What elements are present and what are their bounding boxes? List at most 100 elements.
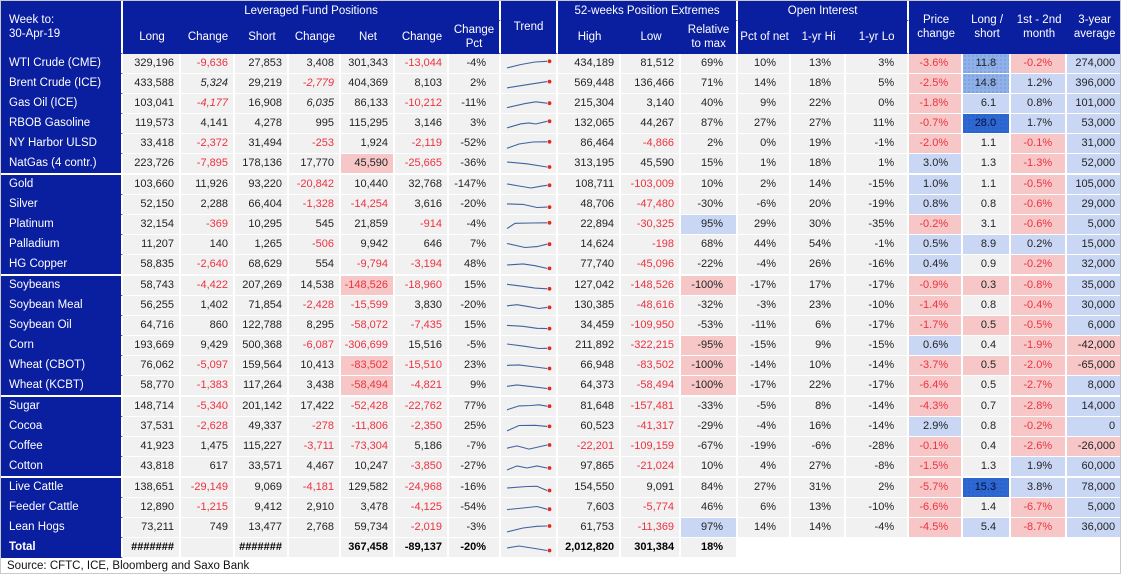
cell-trend [501, 154, 559, 175]
cell-net: -83,502 [341, 356, 395, 376]
cell-long: 33,418 [123, 134, 181, 154]
cell-first-second-month: -0.6% [1011, 195, 1068, 215]
cell-short: 115,227 [235, 437, 289, 457]
cell-long-change: -2,628 [181, 417, 235, 437]
cell-first-second-month: -8.7% [1011, 518, 1068, 538]
cell-long: 64,716 [123, 316, 181, 336]
cell-long: 433,588 [123, 74, 181, 94]
cell-1yr-lo: -10% [846, 498, 910, 518]
table-body: WTI Crude (CME) 329,196 -9,636 27,853 3,408 3… [1, 54, 1120, 558]
cell-short-change: -278 [289, 417, 341, 437]
cell-low: -148,526 [621, 276, 682, 296]
cell-short: 117,264 [235, 376, 289, 397]
cell-3yr-average: 15,000 [1067, 235, 1120, 255]
cell-change-pct: 15% [449, 276, 502, 296]
cell-relative-to-max: -29% [681, 417, 739, 437]
cell-net: 301,343 [341, 54, 395, 74]
cell-price-change: -3.7% [909, 356, 964, 376]
cell-3yr-average: -42,000 [1067, 336, 1120, 356]
cell-3yr-average: 52,000 [1067, 154, 1120, 175]
cell-low: -58,494 [621, 376, 682, 397]
cell-1yr-hi: 27% [791, 457, 847, 478]
cell-relative-to-max: -33% [681, 397, 739, 417]
trend-sparkline [506, 303, 551, 309]
trend-end-dot [547, 100, 551, 105]
cell-3yr-average: 30,000 [1067, 296, 1120, 316]
cell-long: 76,062 [123, 356, 181, 376]
trend-end-dot [547, 305, 551, 309]
cell-net-change: -7,435 [395, 316, 449, 336]
cell-net-change: -13,044 [395, 54, 449, 74]
cell-short: 16,908 [235, 94, 289, 114]
trend-end-dot [547, 326, 551, 330]
col-header-low: Low [621, 21, 682, 54]
cell-3yr-average: 35,000 [1067, 276, 1120, 296]
cell-high: 154,550 [558, 478, 622, 498]
table-row-soybean-meal: Soybean Meal 56,255 1,402 71,854 -2,428 -15,5… [1, 296, 1120, 316]
week-date: 30-Apr-19 [9, 28, 61, 40]
cell-high: 313,195 [558, 154, 622, 175]
cell-change-pct: -11% [449, 94, 502, 114]
cell-low: 3,140 [621, 94, 682, 114]
cell-short-change [289, 538, 341, 558]
cell-long-short [963, 538, 1012, 558]
cell-pct-of-net: -17% [738, 276, 792, 296]
cell-trend [501, 94, 559, 114]
col-header-long: Long [123, 21, 181, 54]
cell-change-pct: 9% [449, 376, 502, 397]
cell-long-change: 1,402 [181, 296, 235, 316]
cell-long: 223,726 [123, 154, 181, 175]
week-label: Week to: [9, 14, 55, 26]
cell-short-change: -3,711 [289, 437, 341, 457]
cell-long-change: 2,288 [181, 195, 235, 215]
cell-1yr-hi: 14% [791, 175, 847, 195]
cell-short: 178,136 [235, 154, 289, 175]
cell-net-change: -914 [395, 215, 449, 235]
trend-end-dot [547, 118, 551, 123]
cell-high: 34,459 [558, 316, 622, 336]
cell-low: -322,215 [621, 336, 682, 356]
cell-short-change: -253 [289, 134, 341, 154]
trend-sparkline [506, 202, 551, 209]
cell-pct-of-net: 10% [738, 54, 792, 74]
cell-long: 32,154 [123, 215, 181, 235]
cell-trend [501, 478, 559, 498]
cell-1yr-hi: 31% [791, 478, 847, 498]
cell-1yr-hi: 18% [791, 74, 847, 94]
group-leveraged-fund-positions: Leveraged Fund Positions [123, 1, 502, 21]
cell-high: 434,189 [558, 54, 622, 74]
cell-price-change: -0.2% [909, 215, 964, 235]
cell-short: 9,412 [235, 498, 289, 518]
cell-first-second-month: -6.7% [1011, 498, 1068, 518]
cell-pct-of-net: -4% [738, 417, 792, 437]
cell-long: 329,196 [123, 54, 181, 74]
cell-short: 207,269 [235, 276, 289, 296]
cell-pct-of-net: 6% [738, 498, 792, 518]
cell-long-change: -4,177 [181, 94, 235, 114]
cell-low: -157,481 [621, 397, 682, 417]
trend-sparkline [506, 118, 551, 128]
cell-high: 7,603 [558, 498, 622, 518]
cell-trend [501, 518, 559, 538]
cell-long-short: 0.7 [963, 397, 1012, 417]
cell-1yr-hi [791, 538, 847, 558]
cell-3yr-average: 78,000 [1067, 478, 1120, 498]
cell-long-short: 0.5 [963, 376, 1012, 397]
cell-short: 33,571 [235, 457, 289, 478]
cell-pct-of-net: -6% [738, 195, 792, 215]
cell-change-pct: 77% [449, 397, 502, 417]
trend-sparkline [506, 283, 551, 291]
cell-long: 56,255 [123, 296, 181, 316]
cell-long-short: 0.5 [963, 316, 1012, 336]
col-header-3yr-average: 3-year average [1067, 1, 1120, 54]
cell-long-change: 749 [181, 518, 235, 538]
cell-high: 2,012,820 [558, 538, 622, 558]
cell-first-second-month: -2.6% [1011, 437, 1068, 457]
cell-change-pct: -54% [449, 498, 502, 518]
cell-price-change: 3.0% [909, 154, 964, 175]
cell-first-second-month: 0.8% [1011, 94, 1068, 114]
cell-price-change: 0.6% [909, 336, 964, 356]
cell-pct-of-net: 0% [738, 134, 792, 154]
cell-price-change: -6.4% [909, 376, 964, 397]
cell-1yr-lo: -15% [846, 175, 910, 195]
